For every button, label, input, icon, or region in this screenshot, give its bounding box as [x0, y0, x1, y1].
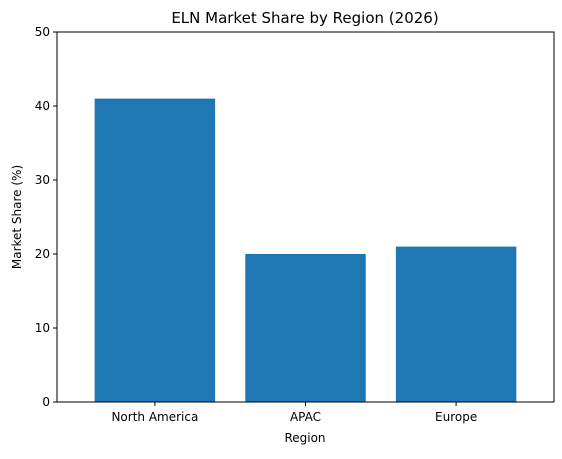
- bar-europe: [395, 246, 517, 402]
- chart-title: ELN Market Share by Region (2026): [171, 9, 438, 27]
- x-tick-label: APAC: [290, 410, 321, 424]
- y-tick-label: 50: [35, 25, 50, 39]
- y-tick-label: 30: [35, 173, 50, 187]
- y-tick-label: 20: [35, 247, 50, 261]
- x-tick-label: North America: [111, 410, 198, 424]
- y-axis-label: Market Share (%): [10, 165, 24, 269]
- plot-area: North America APAC Europe 0 10 20 30 40 50: [35, 25, 555, 424]
- plot-frame: [56, 31, 555, 403]
- y-tick-label: 40: [35, 99, 50, 113]
- x-axis-label: Region: [284, 431, 325, 445]
- x-tick-label: Europe: [435, 410, 477, 424]
- y-tick-label: 0: [42, 395, 50, 409]
- bar-apac: [245, 254, 366, 402]
- y-tick-label: 10: [35, 321, 50, 335]
- bar-north-america: [94, 98, 216, 402]
